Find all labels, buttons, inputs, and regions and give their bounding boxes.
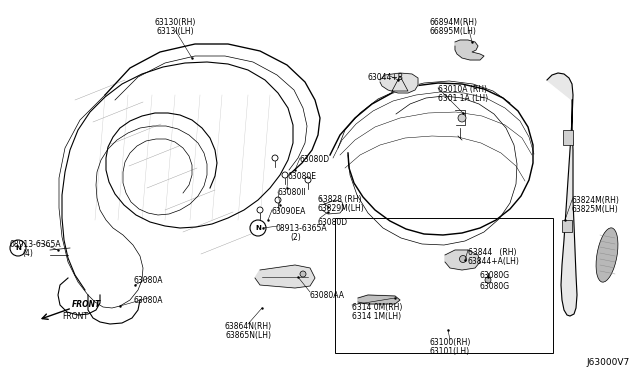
Text: 63080D: 63080D (318, 218, 348, 227)
Text: 63080A: 63080A (133, 276, 163, 285)
Text: 63130(RH): 63130(RH) (154, 18, 196, 27)
Circle shape (458, 114, 466, 122)
Polygon shape (255, 265, 315, 288)
Text: 66895M(LH): 66895M(LH) (430, 27, 477, 36)
Text: 6301 1A (LH): 6301 1A (LH) (438, 94, 488, 103)
Text: 66894M(RH): 66894M(RH) (430, 18, 478, 27)
Text: 63844   (RH): 63844 (RH) (468, 248, 516, 257)
Text: 63080A: 63080A (133, 296, 163, 305)
Text: FRONT: FRONT (62, 312, 88, 321)
Text: 63044+B: 63044+B (368, 73, 404, 82)
Circle shape (250, 220, 266, 236)
Bar (563, 130, 573, 145)
Bar (335, 218, 553, 353)
Text: (4): (4) (22, 249, 33, 258)
Circle shape (282, 172, 288, 178)
Bar (562, 220, 572, 232)
Text: 6313I(LH): 6313I(LH) (156, 27, 194, 36)
Text: FRONT: FRONT (72, 300, 101, 309)
Text: 63080D: 63080D (300, 155, 330, 164)
Text: 63080G: 63080G (480, 271, 510, 280)
Text: 63080AA: 63080AA (310, 291, 345, 300)
Circle shape (300, 271, 306, 277)
Text: 63828 (RH): 63828 (RH) (318, 195, 362, 204)
Circle shape (305, 177, 311, 183)
Circle shape (460, 256, 467, 263)
Polygon shape (445, 250, 480, 270)
Text: 63080II: 63080II (278, 188, 307, 197)
Text: 63010A (RH): 63010A (RH) (438, 85, 487, 94)
Text: 63100(RH): 63100(RH) (429, 338, 470, 347)
Ellipse shape (596, 228, 618, 282)
Text: 63080G: 63080G (480, 282, 510, 291)
Text: 08913-6365A: 08913-6365A (10, 240, 61, 249)
Text: 63080E: 63080E (288, 172, 317, 181)
Text: 63101(LH): 63101(LH) (430, 347, 470, 356)
Text: N: N (255, 225, 261, 231)
Circle shape (272, 155, 278, 161)
Text: 63824M(RH): 63824M(RH) (572, 196, 620, 205)
Text: 6314 1M(LH): 6314 1M(LH) (352, 312, 401, 321)
Circle shape (257, 207, 263, 213)
Circle shape (275, 197, 281, 203)
Text: (2): (2) (290, 233, 301, 242)
Circle shape (485, 277, 491, 283)
Text: 63864N(RH): 63864N(RH) (225, 322, 271, 331)
Text: 63865N(LH): 63865N(LH) (225, 331, 271, 340)
Circle shape (10, 240, 26, 256)
Text: 63090EA: 63090EA (272, 207, 307, 216)
Text: 08913-6365A: 08913-6365A (275, 224, 326, 233)
Polygon shape (358, 295, 400, 304)
Text: J63000V7: J63000V7 (587, 358, 630, 367)
Polygon shape (455, 40, 484, 60)
Polygon shape (547, 73, 577, 316)
Text: 63829M(LH): 63829M(LH) (318, 204, 365, 213)
Text: 6314 0M(RH): 6314 0M(RH) (352, 303, 403, 312)
Text: 63844+A(LH): 63844+A(LH) (468, 257, 520, 266)
Text: 63825M(LH): 63825M(LH) (572, 205, 619, 214)
Polygon shape (380, 73, 418, 93)
Text: N: N (15, 245, 21, 251)
